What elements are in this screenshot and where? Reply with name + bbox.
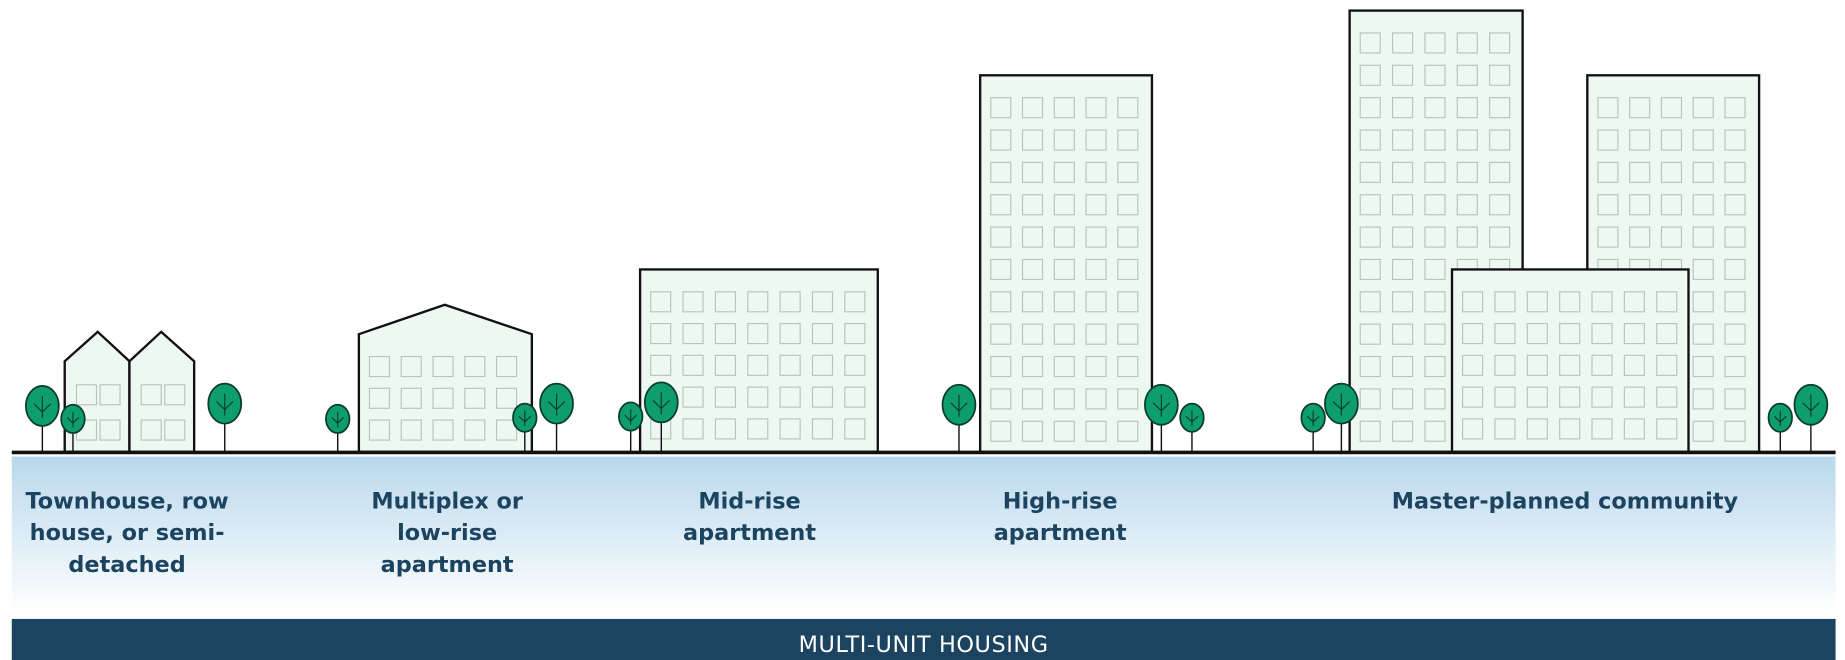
label-band (12, 457, 1836, 612)
category-label: High-rise apartment (972, 486, 1148, 550)
buildings (65, 11, 1759, 452)
category-label: Townhouse, row house, or semi-detached (21, 486, 233, 581)
category-label: Multiplex or low-rise apartment (353, 486, 541, 581)
scene (0, 0, 1845, 660)
category-label: Mid-rise apartment (661, 486, 837, 550)
building (359, 305, 532, 452)
banner: MULTI-UNIT HOUSING (12, 619, 1836, 660)
category-label: Master-planned community (1365, 486, 1765, 518)
building (1452, 269, 1689, 451)
building (640, 269, 878, 451)
building (980, 75, 1152, 452)
diagram: Townhouse, row house, or semi-detached M… (0, 0, 1845, 660)
